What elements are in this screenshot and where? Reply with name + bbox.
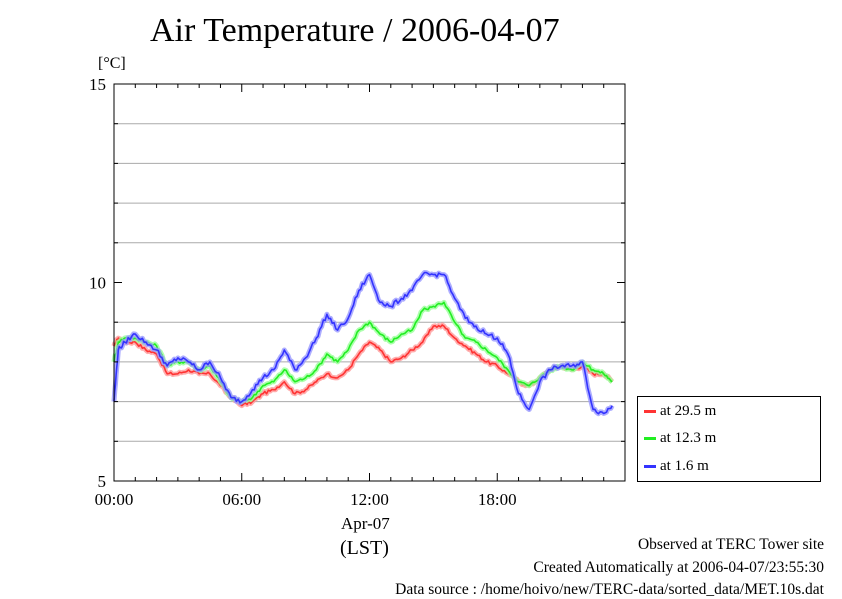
- tick-layer: 5 10 15 00:00 06:00 12:00 18:00: [89, 75, 626, 509]
- legend-swatch-1-6m: [644, 465, 656, 468]
- series-layer: [111, 270, 615, 417]
- series-line-at-1-6-m: [113, 271, 613, 415]
- footer-site: Observed at TERC Tower site: [637, 536, 824, 553]
- legend-swatch-29-5m: [644, 410, 656, 413]
- footer-source: Data source : /home/hoivo/new/TERC-data/…: [395, 581, 824, 598]
- x-tick-label-12: 12:00: [350, 490, 389, 509]
- y-axis-unit: [°C]: [98, 55, 126, 72]
- legend-item-12-3m: at 12.3 m: [644, 430, 716, 447]
- y-tick-label-5: 5: [98, 472, 107, 491]
- date-label: Apr-07: [341, 514, 390, 533]
- x-tick-label-0: 00:00: [95, 490, 134, 509]
- y-tick-label-15: 15: [89, 75, 106, 94]
- footer-created: Created Automatically at 2006-04-07/23:5…: [533, 559, 824, 576]
- series-halo-at-1-6-m: [111, 270, 615, 417]
- x-tick-label-6: 06:00: [222, 490, 261, 509]
- chart-title: Air Temperature / 2006-04-07: [150, 12, 560, 49]
- y-tick-label-10: 10: [89, 274, 106, 293]
- legend-label-1-6m: at 1.6 m: [660, 458, 709, 474]
- legend-swatch-12-3m: [644, 437, 656, 440]
- grid-layer: [114, 123, 625, 442]
- plot-frame: [113, 83, 626, 482]
- x-tick-label-18: 18:00: [478, 490, 517, 509]
- legend: at 29.5 m at 12.3 m at 1.6 m: [637, 396, 821, 482]
- legend-item-29-5m: at 29.5 m: [644, 403, 716, 420]
- legend-label-29-5m: at 29.5 m: [660, 403, 717, 419]
- legend-item-1-6m: at 1.6 m: [644, 458, 709, 475]
- timezone-label: (LST): [340, 537, 389, 559]
- legend-label-12-3m: at 12.3 m: [660, 430, 717, 446]
